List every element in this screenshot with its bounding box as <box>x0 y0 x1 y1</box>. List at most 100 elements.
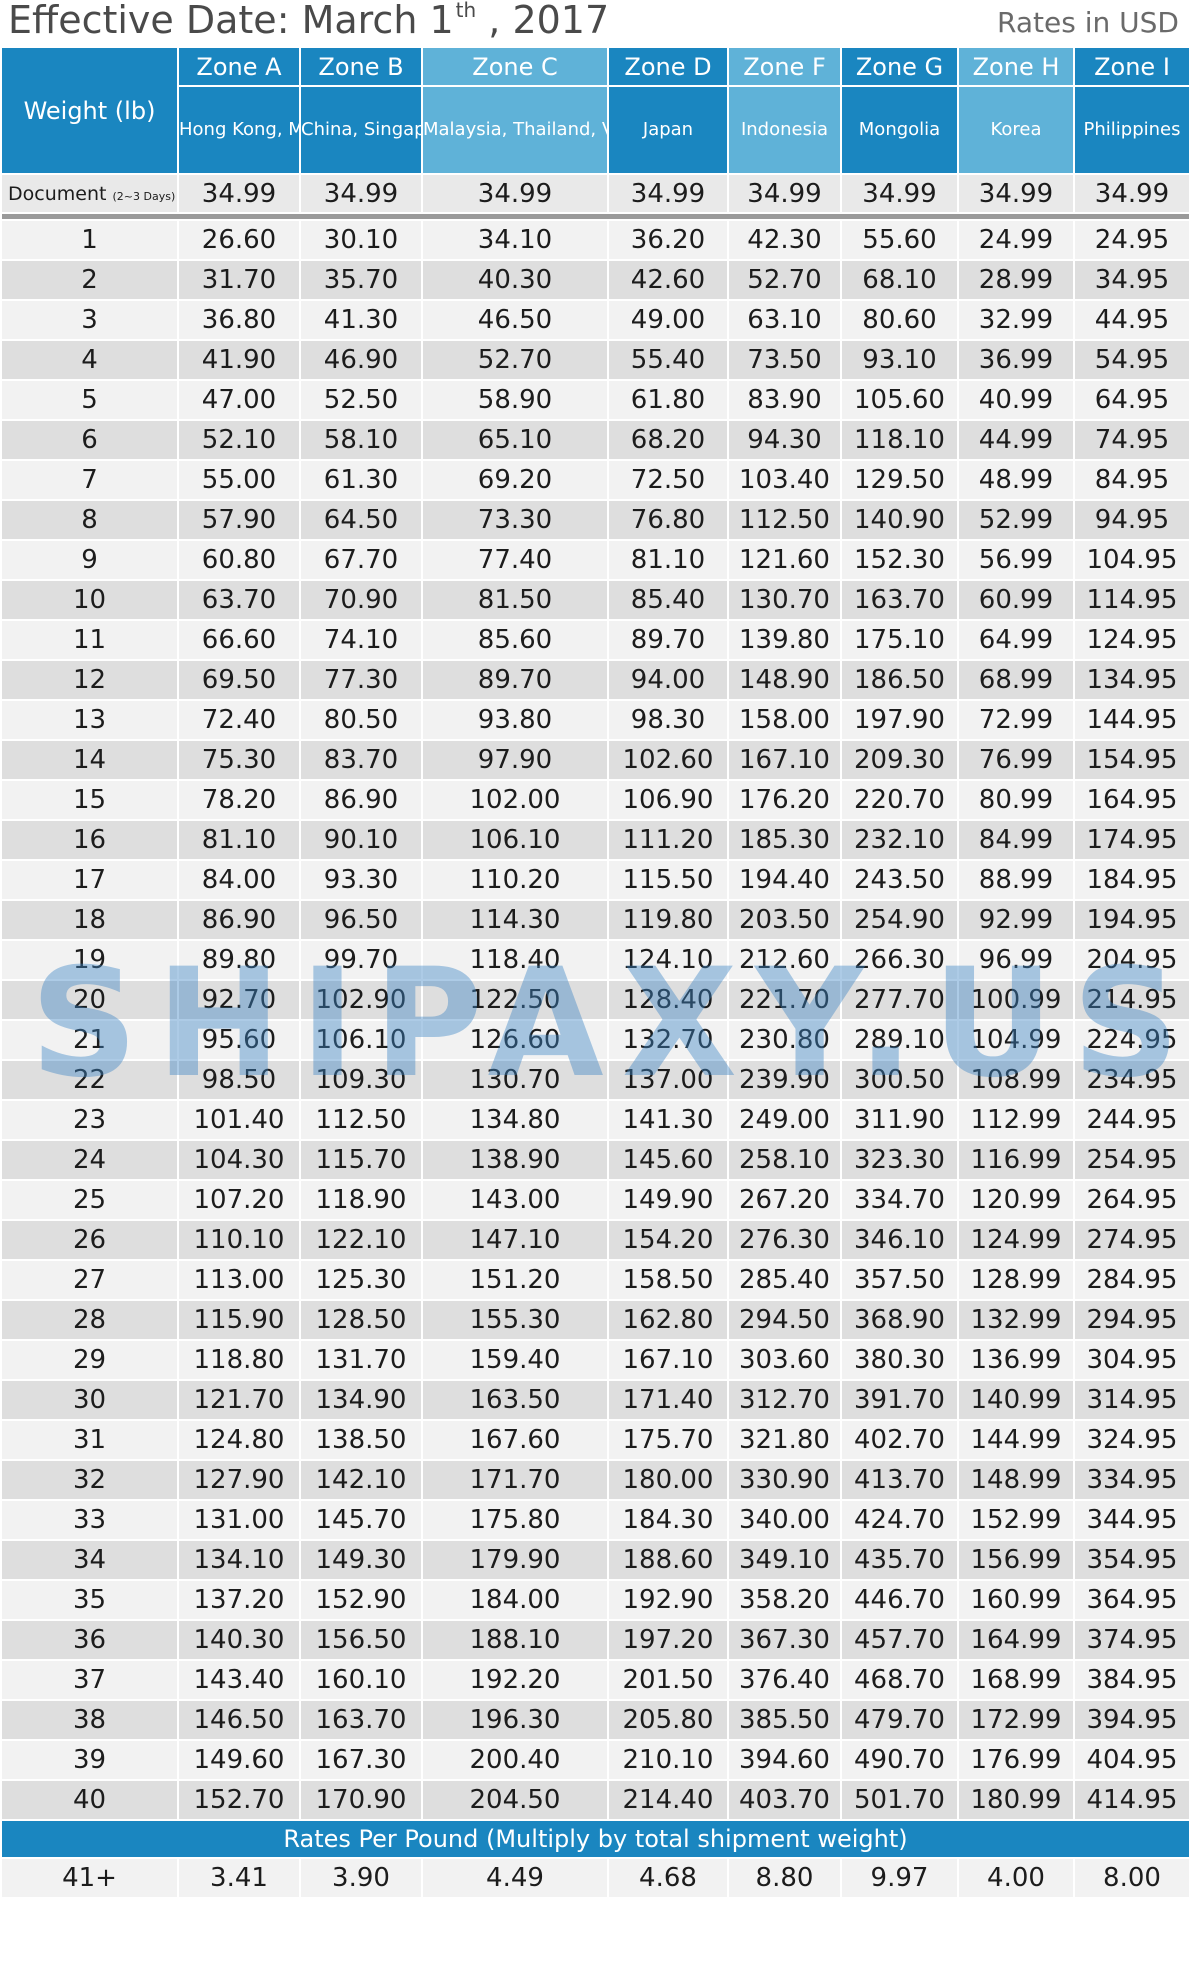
rate-cell: 34.10 <box>421 219 609 261</box>
rate-cell: 140.30 <box>177 1619 301 1661</box>
rate-cell: 93.30 <box>299 859 423 901</box>
rate-cell: 180.99 <box>957 1779 1075 1821</box>
table-row: 13 72.40 80.50 93.80 98.30 158.00 197.90 72.99 1… <box>0 699 1189 741</box>
weight-cell: 30 <box>0 1379 179 1421</box>
rate-cell: 172.99 <box>957 1699 1075 1741</box>
rate-cell: 176.20 <box>727 779 842 821</box>
rate-cell: 100.99 <box>957 979 1075 1021</box>
weight-cell: 39 <box>0 1739 179 1781</box>
rate-cell: 81.10 <box>177 819 301 861</box>
rate-cell: 258.10 <box>727 1139 842 1181</box>
rate-cell: 192.20 <box>421 1659 609 1701</box>
rate-cell: 110.20 <box>421 859 609 901</box>
rate-cell: 101.40 <box>177 1099 301 1141</box>
rate-cell: 147.10 <box>421 1219 609 1261</box>
rate-cell: 52.50 <box>299 379 423 421</box>
divider <box>0 212 1189 221</box>
weight-cell: 11 <box>0 619 179 661</box>
weight-cell: 10 <box>0 579 179 621</box>
rate-cell: 94.00 <box>607 659 729 701</box>
rate-cell: 156.50 <box>299 1619 423 1661</box>
rate-cell: 175.80 <box>421 1499 609 1541</box>
rate-cell: 243.50 <box>840 859 959 901</box>
rate-cell: 143.40 <box>177 1659 301 1701</box>
rate-cell: 55.60 <box>840 219 959 261</box>
rate-cell: 68.20 <box>607 419 729 461</box>
rate-cell: 209.30 <box>840 739 959 781</box>
table-row: 20 92.70 102.90 122.50 128.40 221.70 277.70 100… <box>0 979 1189 1021</box>
rate-cell: 254.95 <box>1073 1139 1189 1181</box>
weight-cell: 33 <box>0 1499 179 1541</box>
rate-cell: 294.50 <box>727 1299 842 1341</box>
rate-cell: 154.20 <box>607 1219 729 1261</box>
rate-cell: 132.70 <box>607 1019 729 1061</box>
rate-cell: 374.95 <box>1073 1619 1189 1661</box>
rate-cell: 413.70 <box>840 1459 959 1501</box>
countries-zone-d: Japan <box>607 85 729 175</box>
rate-cell: 152.90 <box>299 1579 423 1621</box>
weight-cell: 35 <box>0 1579 179 1621</box>
rate-cell: 384.95 <box>1073 1659 1189 1701</box>
rate-cell: 138.90 <box>421 1139 609 1181</box>
document-rate-zone-d: 34.99 <box>607 173 729 214</box>
rate-cell: 61.80 <box>607 379 729 421</box>
rate-cell: 131.70 <box>299 1339 423 1381</box>
rate-cell: 404.95 <box>1073 1739 1189 1781</box>
title-prefix: Effective Date: March 1 <box>8 0 454 42</box>
table-row: 9 60.80 67.70 77.40 81.10 121.60 152.30 56.99 10… <box>0 539 1189 581</box>
rate-cell: 124.95 <box>1073 619 1189 661</box>
table-row: 21 95.60 106.10 126.60 132.70 230.80 289.10 104… <box>0 1019 1189 1061</box>
rate-cell: 201.50 <box>607 1659 729 1701</box>
rate-cell: 358.20 <box>727 1579 842 1621</box>
rate-cell: 501.70 <box>840 1779 959 1821</box>
per-pound-rate-zone-f: 8.80 <box>727 1857 842 1899</box>
table-row: 4 41.90 46.90 52.70 55.40 73.50 93.10 36.99 54.9… <box>0 339 1189 381</box>
rate-cell: 168.99 <box>957 1659 1075 1701</box>
rate-cell: 127.90 <box>177 1459 301 1501</box>
rate-cell: 106.10 <box>299 1019 423 1061</box>
rate-cell: 131.00 <box>177 1499 301 1541</box>
weight-cell: 17 <box>0 859 179 901</box>
rate-cell: 31.70 <box>177 259 301 301</box>
per-pound-row: 41+ 3.41 3.90 4.49 4.68 8.80 9.97 4.00 8… <box>0 1857 1189 1899</box>
rate-cell: 69.50 <box>177 659 301 701</box>
rate-cell: 34.95 <box>1073 259 1189 301</box>
per-pound-rate-zone-a: 3.41 <box>177 1857 301 1899</box>
rate-cell: 98.50 <box>177 1059 301 1101</box>
document-label: Document (2~3 Days) <box>0 173 179 214</box>
rate-cell: 274.95 <box>1073 1219 1189 1261</box>
rate-cell: 146.50 <box>177 1699 301 1741</box>
countries-zone-h: Korea <box>957 85 1075 175</box>
rate-cell: 128.40 <box>607 979 729 1021</box>
rate-cell: 468.70 <box>840 1659 959 1701</box>
rate-cell: 129.50 <box>840 459 959 501</box>
weight-cell: 16 <box>0 819 179 861</box>
rate-cell: 152.99 <box>957 1499 1075 1541</box>
rate-cell: 47.00 <box>177 379 301 421</box>
rate-cell: 186.50 <box>840 659 959 701</box>
rate-cell: 148.99 <box>957 1459 1075 1501</box>
rate-cell: 24.95 <box>1073 219 1189 261</box>
table-row: 24 104.30 115.70 138.90 145.60 258.10 323.30 11… <box>0 1139 1189 1181</box>
weight-cell: 38 <box>0 1699 179 1741</box>
rate-cell: 391.70 <box>840 1379 959 1421</box>
rate-cell: 76.99 <box>957 739 1075 781</box>
weight-cell: 9 <box>0 539 179 581</box>
rate-cell: 149.30 <box>299 1539 423 1581</box>
rate-cell: 155.30 <box>421 1299 609 1341</box>
rate-cell: 175.70 <box>607 1419 729 1461</box>
weight-cell: 32 <box>0 1459 179 1501</box>
rate-cell: 118.80 <box>177 1339 301 1381</box>
rate-cell: 142.10 <box>299 1459 423 1501</box>
rate-cell: 73.30 <box>421 499 609 541</box>
document-label-sub: (2~3 Days) <box>112 189 176 203</box>
weight-cell: 27 <box>0 1259 179 1301</box>
rate-cell: 232.10 <box>840 819 959 861</box>
weight-cell: 15 <box>0 779 179 821</box>
weight-cell: 22 <box>0 1059 179 1101</box>
rate-cell: 163.70 <box>840 579 959 621</box>
rate-cell: 52.10 <box>177 419 301 461</box>
rate-cell: 192.90 <box>607 1579 729 1621</box>
rate-cell: 141.30 <box>607 1099 729 1141</box>
per-pound-rate-zone-h: 4.00 <box>957 1857 1075 1899</box>
